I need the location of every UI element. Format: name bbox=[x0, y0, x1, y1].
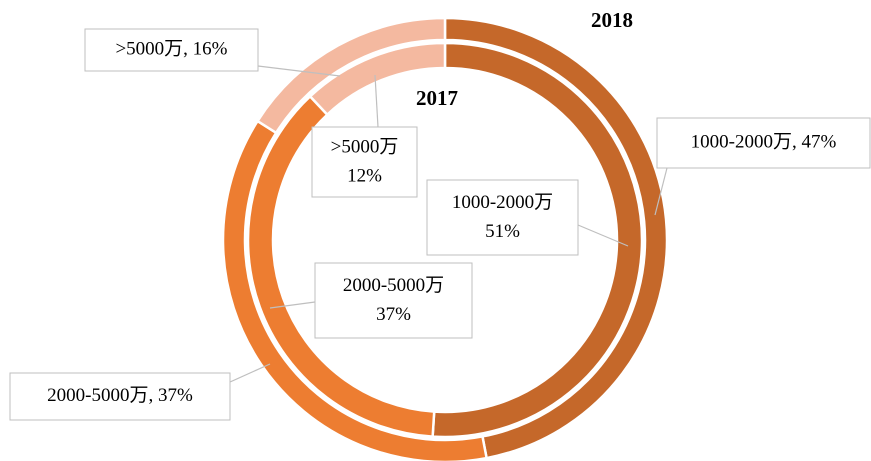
label-box bbox=[9, 372, 231, 421]
leader-line bbox=[374, 74, 379, 128]
series-title: 2017 bbox=[416, 86, 458, 110]
label-box bbox=[314, 262, 473, 339]
series-title: 2018 bbox=[591, 8, 633, 32]
category-label: >5000万 bbox=[331, 136, 399, 157]
leader-line bbox=[257, 65, 341, 77]
label-box bbox=[426, 179, 579, 256]
slice bbox=[255, 16, 447, 135]
data-label: 2000-5000万, 37% bbox=[47, 385, 193, 406]
label-box bbox=[84, 28, 259, 72]
leader-line bbox=[654, 167, 668, 216]
data-label: 51% bbox=[485, 221, 520, 242]
leader-line bbox=[229, 363, 271, 383]
slice bbox=[308, 41, 447, 117]
label-box bbox=[311, 126, 418, 198]
category-label: 1000-2000万 bbox=[452, 192, 553, 213]
leader-line bbox=[269, 301, 316, 309]
data-label: 1000-2000万, 47% bbox=[691, 131, 837, 152]
data-label: 12% bbox=[347, 165, 382, 186]
data-label: 37% bbox=[376, 304, 411, 325]
label-box bbox=[656, 117, 871, 169]
leader-line bbox=[577, 224, 629, 247]
category-label: 2000-5000万 bbox=[343, 275, 444, 296]
data-label: >5000万, 16% bbox=[115, 38, 227, 59]
